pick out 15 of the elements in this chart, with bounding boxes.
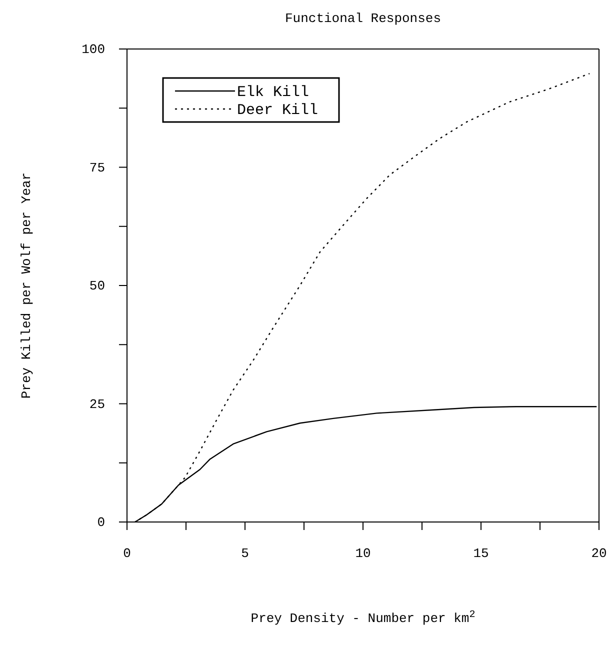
legend-label: Deer Kill [237, 102, 318, 119]
chart-title: Functional Responses [284, 11, 442, 26]
x-tick-label: 0 [123, 546, 131, 562]
x-tick-label: 10 [355, 546, 371, 562]
x-tick-label: 15 [473, 546, 489, 562]
x-tick-label: 20 [591, 546, 607, 562]
x-tick-label: 5 [241, 546, 249, 562]
y-tick-label: 0 [97, 515, 105, 530]
y-axis-title: Prey Killed per Wolf per Year [19, 172, 34, 399]
legend-label: Elk Kill [237, 84, 310, 101]
y-tick-label: 100 [82, 42, 105, 58]
y-tick-label: 25 [89, 396, 105, 412]
y-tick-label: 75 [89, 160, 105, 176]
x-axis-title: Prey Density - Number per km$^{2}$ [250, 610, 476, 626]
y-tick-label: 50 [89, 278, 105, 294]
